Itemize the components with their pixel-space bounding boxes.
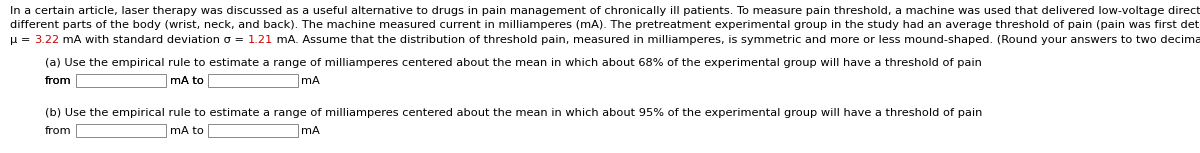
FancyBboxPatch shape — [208, 74, 298, 87]
FancyBboxPatch shape — [76, 74, 166, 87]
Text: mA: mA — [301, 75, 320, 86]
Text: mA with standard deviation σ =: mA with standard deviation σ = — [59, 35, 247, 45]
Text: mA: mA — [301, 125, 320, 136]
Text: μ =: μ = — [10, 35, 34, 45]
Text: from: from — [46, 125, 72, 136]
Text: (b) Use the empirical rule to estimate a range of milliamperes centered about th: (b) Use the empirical rule to estimate a… — [46, 108, 983, 118]
Text: mA to: mA to — [169, 75, 204, 86]
Text: 3.22: 3.22 — [34, 35, 59, 45]
Text: mA to: mA to — [169, 75, 204, 86]
Text: mA. Assume that the distribution of threshold pain, measured in milliamperes, is: mA. Assume that the distribution of thre… — [274, 35, 1200, 45]
Text: 1.21: 1.21 — [247, 35, 274, 45]
Text: mA to: mA to — [169, 125, 204, 136]
FancyBboxPatch shape — [208, 124, 298, 137]
FancyBboxPatch shape — [76, 124, 166, 137]
Text: from: from — [46, 75, 72, 86]
Text: (a) Use the empirical rule to estimate a range of milliamperes centered about th: (a) Use the empirical rule to estimate a… — [46, 58, 982, 68]
Text: from: from — [46, 75, 72, 86]
Text: In a certain article, laser therapy was discussed as a useful alternative to dru: In a certain article, laser therapy was … — [10, 6, 1200, 16]
Text: different parts of the body (wrist, neck, and back). The machine measured curren: different parts of the body (wrist, neck… — [10, 21, 1200, 30]
